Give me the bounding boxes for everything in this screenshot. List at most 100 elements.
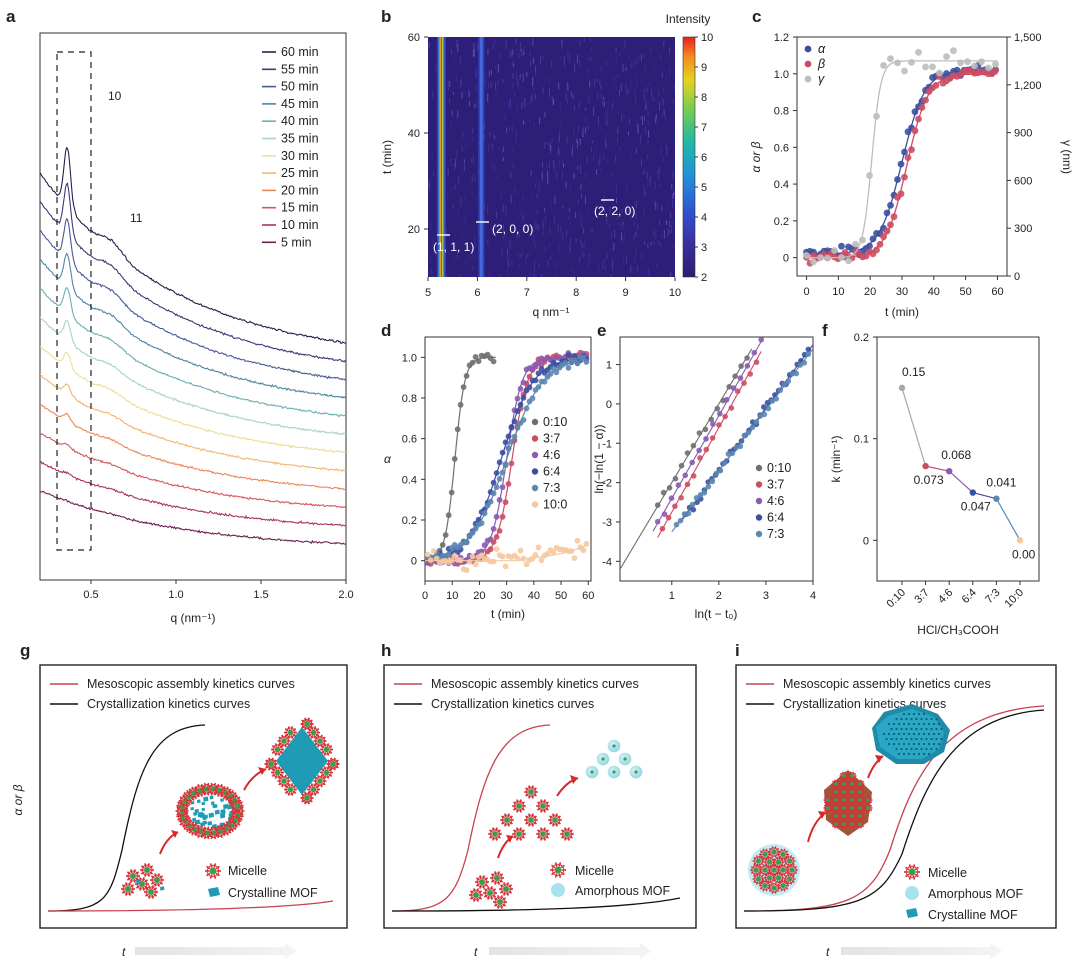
data-point (677, 517, 684, 524)
micelle-icon (839, 811, 849, 821)
panel-e-legend: 0:103:74:66:47:3 (755, 461, 791, 541)
noise-streak (625, 79, 627, 89)
noise-streak (593, 153, 594, 162)
schematic-i: Mesoscopic assembly kinetics curves Crys… (735, 664, 1057, 959)
noise-streak (663, 231, 665, 238)
data-point (992, 60, 999, 68)
noise-streak (620, 238, 622, 247)
legend-label: 10 min (281, 218, 319, 232)
noise-streak (555, 260, 556, 267)
data-point (753, 419, 760, 425)
micelle-shell (272, 744, 283, 755)
noise-streak (463, 195, 465, 202)
data-point (502, 439, 509, 446)
micelle-mof-octahedron (823, 770, 873, 836)
data-point (460, 384, 467, 390)
data-point (463, 567, 470, 574)
data-point (496, 475, 503, 482)
noise-streak (610, 274, 612, 277)
noise-streak (655, 116, 657, 124)
noise-streak (498, 147, 499, 151)
noise-streak (532, 271, 534, 277)
noise-streak (615, 47, 617, 54)
noise-streak (488, 70, 490, 78)
noise-streak (560, 225, 562, 234)
noise-streak (621, 222, 623, 230)
noise-streak (509, 239, 511, 249)
data-point (505, 481, 512, 487)
noise-streak (529, 270, 531, 277)
data-point (490, 358, 497, 365)
tick-label: 1.0 (774, 69, 789, 81)
noise-streak (558, 135, 560, 144)
noise-streak (646, 87, 648, 93)
noise-streak (622, 236, 624, 243)
crystal-pore (907, 712, 911, 716)
noise-streak (662, 155, 664, 161)
data-point (490, 490, 497, 497)
noise-streak (518, 213, 520, 219)
micelle-shell (848, 788, 856, 796)
micelle-core (516, 831, 522, 837)
noise-streak (607, 99, 609, 107)
noise-streak (597, 91, 599, 100)
micelle-core (834, 822, 838, 826)
noise-streak (503, 146, 505, 153)
data-point (502, 461, 509, 467)
data-point (451, 553, 458, 559)
data-point (734, 388, 741, 395)
micelle-core (775, 875, 782, 881)
data-point (508, 424, 515, 430)
crystal-pore (900, 717, 903, 721)
noise-streak (468, 88, 469, 97)
panel-d: 0 10 20 30 40 50 60 00.20.40.60.81.0 t (min) α… (384, 336, 594, 621)
data-point (425, 551, 431, 558)
noise-streak (512, 146, 514, 154)
data-point (730, 385, 737, 391)
legend-label: 4:6 (543, 448, 560, 462)
micelle-shell (301, 792, 313, 804)
panel-b-ylabel: t (min) (380, 140, 394, 174)
noise-streak (672, 218, 674, 225)
noise-streak (476, 85, 478, 91)
peak-label: (2, 2, 0) (594, 204, 635, 218)
micelle-shell (840, 788, 848, 796)
amorphous-mof-particles (585, 739, 643, 779)
noise-streak (513, 50, 515, 54)
noise-streak (456, 149, 458, 159)
noise-streak (570, 220, 571, 224)
noise-streak (649, 47, 651, 52)
data-point (538, 365, 545, 372)
noise-streak (510, 172, 512, 179)
data-point (481, 542, 488, 549)
micelle-icon (524, 785, 538, 799)
noise-streak (644, 89, 645, 98)
data-point (427, 557, 434, 564)
tick-label: 6:4 (960, 587, 979, 606)
noise-streak (645, 192, 646, 196)
micelle-shell (476, 876, 488, 888)
data-point (831, 247, 838, 254)
noise-streak (588, 207, 590, 214)
noise-streak (602, 261, 604, 269)
noise-streak (464, 227, 466, 233)
noise-streak (600, 85, 602, 90)
data-point (523, 561, 530, 568)
data-point (469, 359, 476, 366)
noise-streak (570, 92, 572, 98)
panel-e-frame (619, 336, 814, 582)
crystal-pore (920, 717, 923, 721)
tick-label: 1.2 (774, 32, 789, 44)
crystal-pore (935, 747, 938, 751)
data-point (737, 375, 744, 381)
micelle-icon (839, 795, 849, 805)
micelle-shell (136, 878, 148, 890)
micelle-icon (831, 803, 841, 813)
data-point (678, 462, 685, 469)
micelle-core (317, 738, 323, 744)
micelle-icon (904, 864, 920, 880)
noise-streak (628, 89, 629, 94)
panel-d-legend: 0:103:74:66:47:310:0 (531, 415, 567, 512)
legend-label: 7:3 (767, 527, 784, 541)
